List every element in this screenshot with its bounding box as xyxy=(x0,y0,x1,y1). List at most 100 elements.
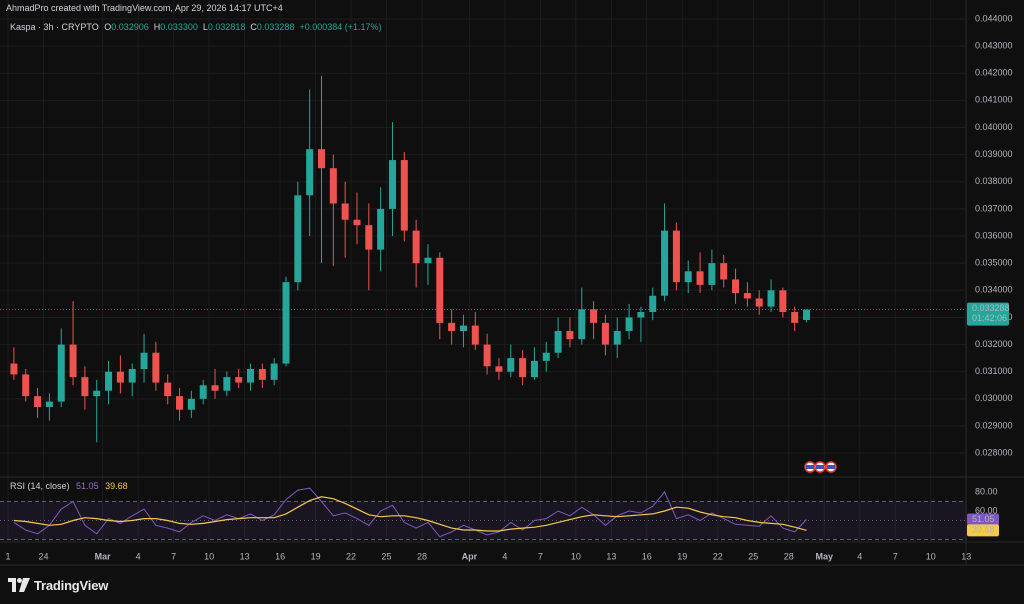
rsi-price-box xyxy=(967,524,999,537)
x-tick-label: 4 xyxy=(502,551,507,561)
ohlc-value: 0.033288 xyxy=(256,22,295,32)
candle-body xyxy=(708,263,716,285)
y-tick-label: 0.039000 xyxy=(975,149,1013,159)
ohlc-value: 0.032818 xyxy=(207,22,246,32)
candle-body xyxy=(353,219,361,226)
candle-body xyxy=(779,290,787,313)
x-tick-label: 10 xyxy=(926,551,936,561)
candle-body xyxy=(306,149,314,196)
x-tick-label: 22 xyxy=(346,551,356,561)
rsi-value: 51.05 xyxy=(76,481,99,491)
candle-body xyxy=(282,282,290,364)
candle-body xyxy=(601,322,609,345)
y-tick-label: 0.038000 xyxy=(975,176,1013,186)
candle-body xyxy=(661,230,669,296)
candle-body xyxy=(388,160,396,209)
candle-body xyxy=(495,366,503,372)
x-tick-label: 13 xyxy=(961,551,971,561)
candle-body xyxy=(803,309,811,320)
candle-body xyxy=(649,295,657,313)
rsi-legend: RSI (14, close) 51.05 39.68 xyxy=(10,481,132,491)
ohlc-value: 0.032906 xyxy=(111,22,149,32)
candle-body xyxy=(743,293,751,299)
candle-body xyxy=(483,344,491,367)
rsi-price-label: 39.68 xyxy=(972,525,995,535)
candle-body xyxy=(542,352,550,361)
rsi-tick-label: 80.00 xyxy=(975,486,998,496)
x-tick-label: 19 xyxy=(677,551,687,561)
x-tick-label: 4 xyxy=(857,551,862,561)
price-pane xyxy=(0,75,966,443)
x-tick-label: 7 xyxy=(538,551,543,561)
rsi-line xyxy=(13,487,807,538)
candle-body xyxy=(578,309,586,340)
y-tick-label: 0.041000 xyxy=(975,95,1013,105)
candle-body xyxy=(637,312,645,318)
axes: 0.028000 0.029000 0.030000 0.031000 0.032000… xyxy=(5,13,1012,561)
candle-body xyxy=(140,352,148,370)
x-tick-label: Apr xyxy=(462,551,478,561)
y-tick-label: 0.044000 xyxy=(975,13,1013,23)
rsi-price-box xyxy=(967,513,999,526)
candle-body xyxy=(105,371,113,391)
candle-body xyxy=(247,369,255,383)
y-tick-label: 0.043000 xyxy=(975,40,1013,50)
candle-body xyxy=(164,382,172,397)
candle-body xyxy=(507,358,515,372)
x-tick-label: 10 xyxy=(571,551,581,561)
x-tick-label: 28 xyxy=(784,551,794,561)
y-tick-label: 0.034000 xyxy=(975,285,1013,295)
x-tick-label: 13 xyxy=(240,551,250,561)
candle-body xyxy=(672,230,680,283)
x-tick-label: Mar xyxy=(95,551,112,561)
candle-body xyxy=(57,344,65,402)
x-tick-label: 7 xyxy=(893,551,898,561)
x-tick-label: 4 xyxy=(136,551,141,561)
y-tick-label: 0.028000 xyxy=(975,447,1013,457)
rsi-ma-line xyxy=(13,496,807,532)
x-tick-label: 24 xyxy=(38,551,48,561)
candle-body xyxy=(22,374,30,397)
candle-body xyxy=(436,257,444,323)
x-tick-label: 1 xyxy=(5,551,10,561)
symbol-title: Kaspa · 3h · CRYPTO xyxy=(10,22,99,32)
y-tick-label: 0.032000 xyxy=(975,339,1013,349)
countdown-label: 01:42:06 xyxy=(972,313,1007,323)
candle-body xyxy=(554,331,562,353)
grid xyxy=(0,0,967,542)
rsi-ma-value: 39.68 xyxy=(105,481,128,491)
candle-body xyxy=(767,290,775,307)
candle-body xyxy=(720,263,728,280)
y-tick-label: 0.030000 xyxy=(975,393,1013,403)
rsi-price-label: 51.05 xyxy=(972,514,995,524)
candle-body xyxy=(377,208,385,250)
y-tick-label: 0.040000 xyxy=(975,122,1013,132)
x-tick-label: 7 xyxy=(171,551,176,561)
footer: TradingView xyxy=(8,576,108,594)
candle-body xyxy=(294,195,302,283)
candle-body xyxy=(69,344,77,378)
x-tick-label: May xyxy=(816,551,834,561)
candle-body xyxy=(10,363,18,375)
ohlc-key: H xyxy=(153,22,161,32)
candle-body xyxy=(530,360,538,378)
candle-body xyxy=(625,317,633,332)
candle-body xyxy=(519,358,527,378)
x-tick-label: 16 xyxy=(642,551,652,561)
candle-body xyxy=(45,401,53,407)
y-tick-label: 0.036000 xyxy=(975,230,1013,240)
candle-body xyxy=(755,298,763,307)
candle-body xyxy=(270,363,278,380)
candle-body xyxy=(732,279,740,294)
y-tick-label: 0.037000 xyxy=(975,203,1013,213)
candle-body xyxy=(199,385,207,399)
event-icon-flag xyxy=(827,465,835,469)
candle-body xyxy=(400,160,408,231)
x-tick-label: 22 xyxy=(713,551,723,561)
candle-body xyxy=(590,309,598,323)
logo-icon xyxy=(8,578,30,592)
candle-body xyxy=(152,352,160,383)
x-tick-label: 25 xyxy=(748,551,758,561)
ohlc-key: L xyxy=(202,22,208,32)
